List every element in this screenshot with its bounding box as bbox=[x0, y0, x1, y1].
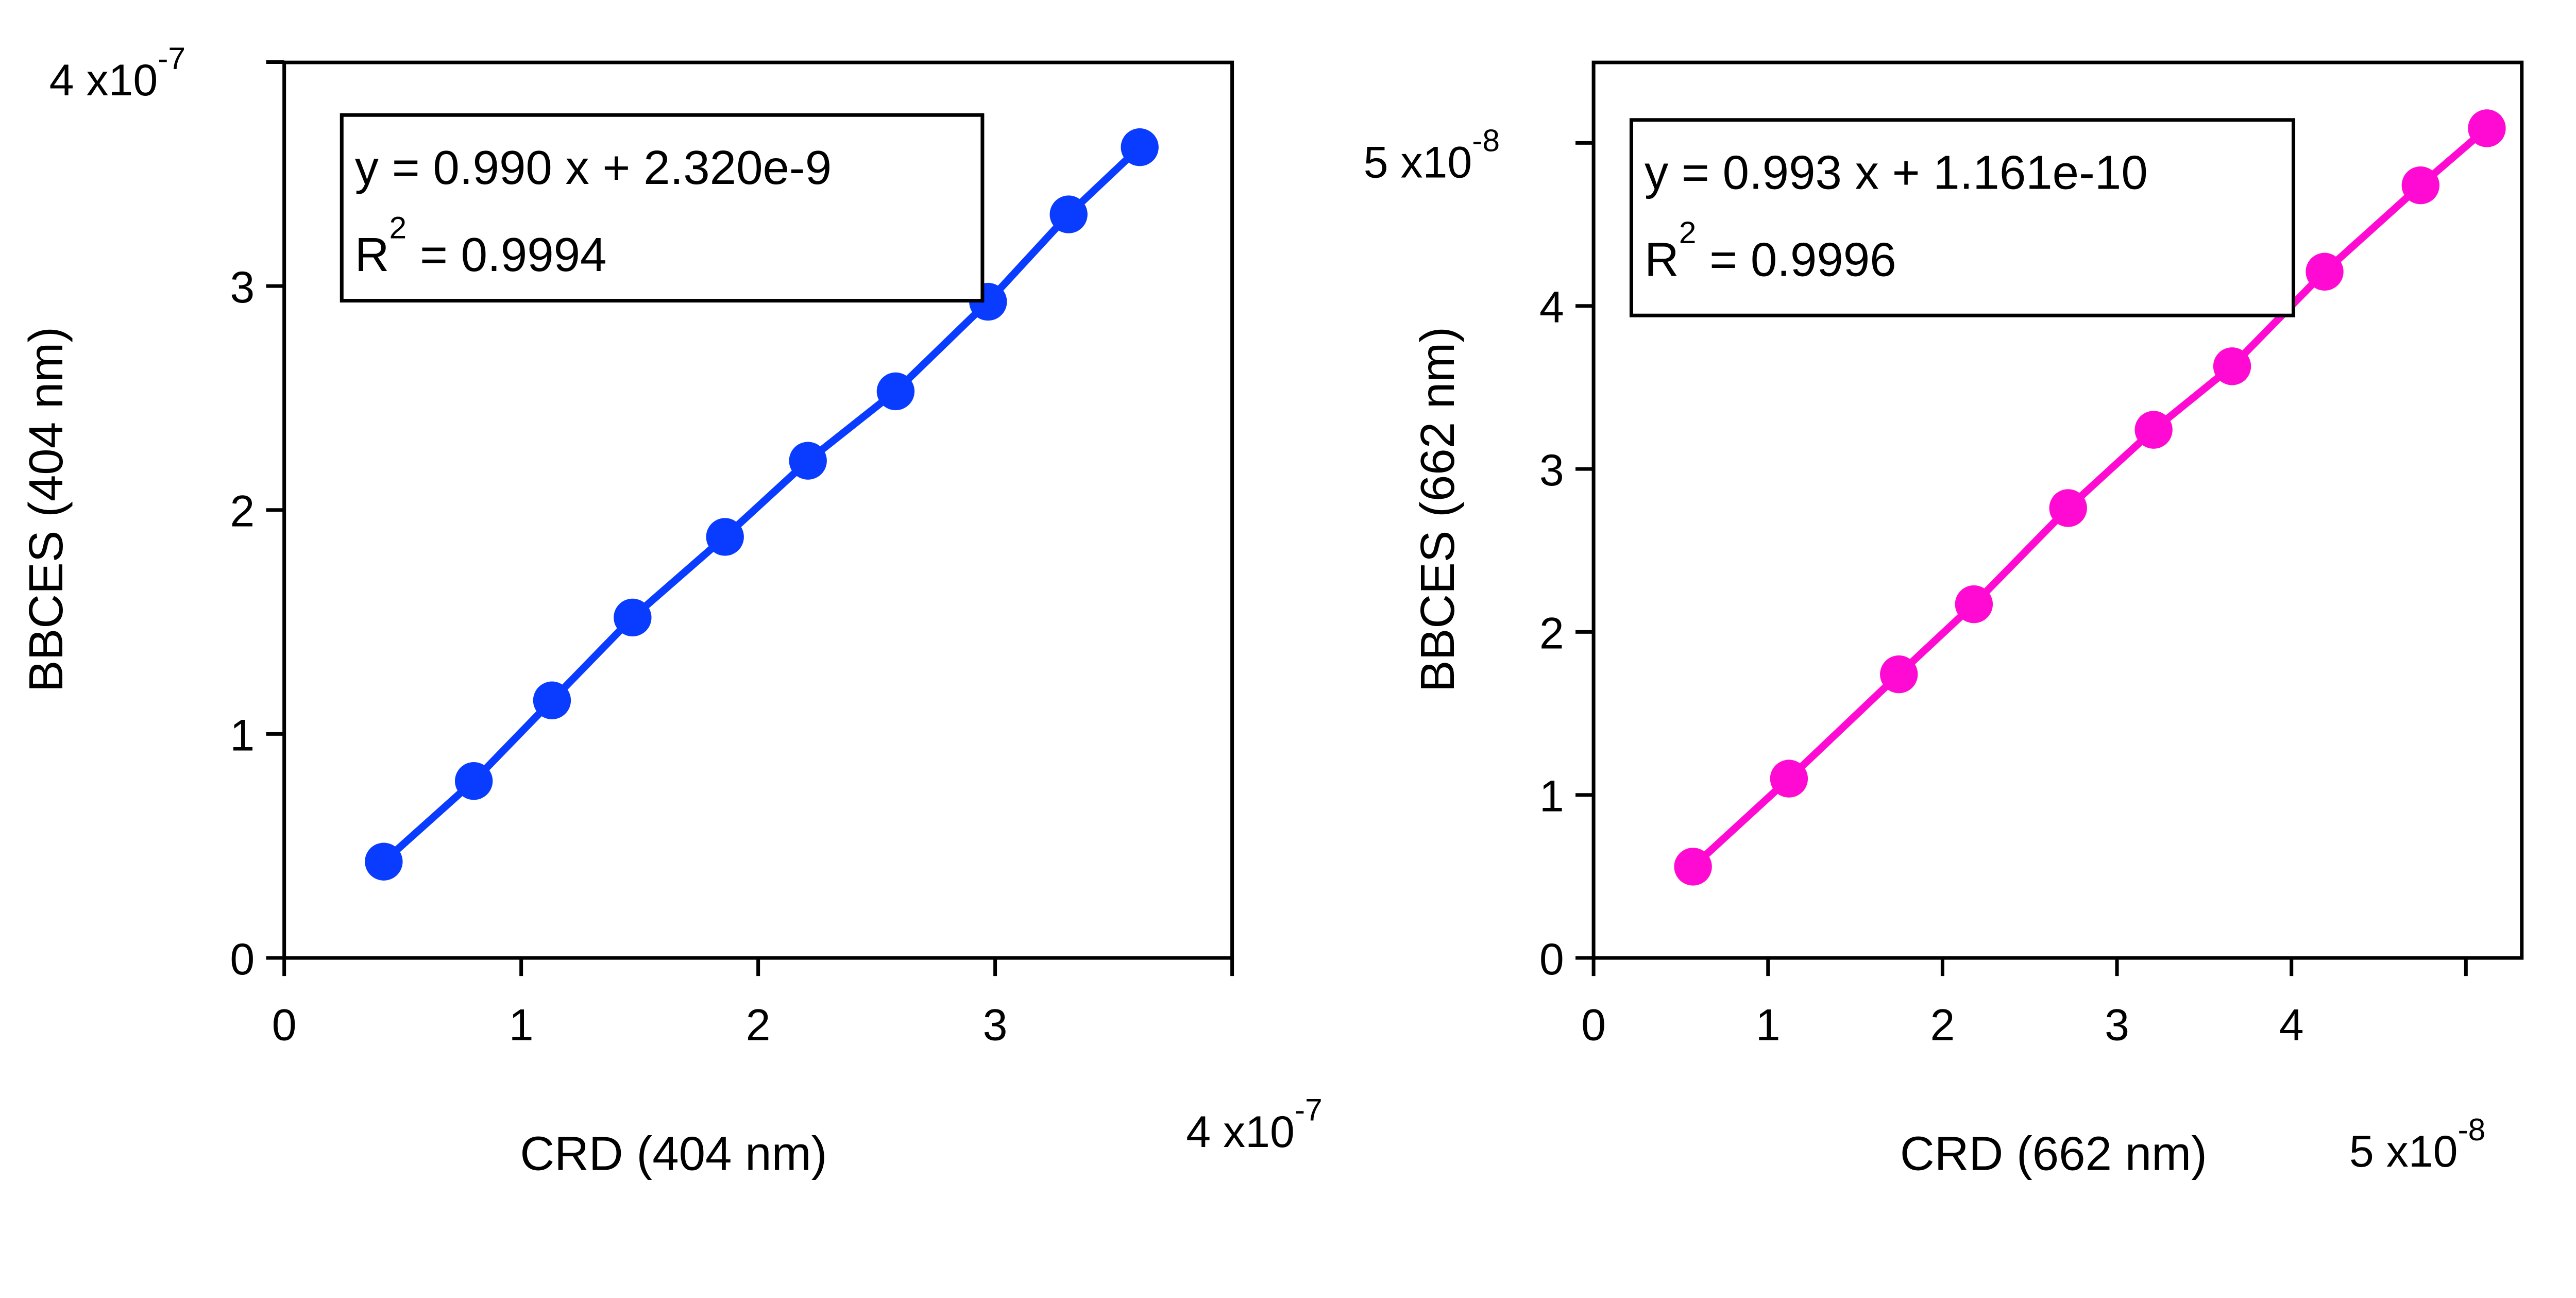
multiplier-base: 5 x10 bbox=[2349, 1127, 2458, 1176]
multiplier-exponent: -7 bbox=[1295, 1092, 1323, 1127]
x-axis-multiplier: 4 x10-7 bbox=[1186, 1092, 1322, 1157]
multiplier-exponent: -8 bbox=[2458, 1112, 2486, 1147]
y-tick-label: 4 bbox=[1539, 283, 1564, 332]
data-point bbox=[533, 681, 571, 719]
fit-annotation: y = 0.993 x + 1.161e-10 R2 = 0.9996 bbox=[1629, 118, 2296, 317]
fit-equation: y = 0.990 x + 2.320e-9 bbox=[355, 141, 832, 194]
y-axis-multiplier: 5 x10-8 bbox=[1364, 123, 1500, 187]
y-tick-label: 0 bbox=[1539, 935, 1564, 984]
multiplier-base: 4 x10 bbox=[49, 56, 158, 105]
data-point bbox=[2213, 347, 2251, 385]
data-point bbox=[876, 372, 915, 411]
x-tick-label: 3 bbox=[983, 1000, 1008, 1050]
fit-annotation: y = 0.990 x + 2.320e-9 R2 = 0.9994 bbox=[340, 113, 985, 303]
fit-equation: y = 0.993 x + 1.161e-10 bbox=[1645, 146, 2148, 199]
annotation-box bbox=[1629, 118, 2296, 317]
x-tick-label: 0 bbox=[272, 1000, 297, 1050]
y-tick-label: 1 bbox=[1539, 772, 1564, 821]
y-axis-multiplier: 4 x10-7 bbox=[49, 41, 185, 105]
annotation-box bbox=[340, 113, 985, 303]
x-tick-label: 2 bbox=[1930, 1000, 1955, 1050]
series-line bbox=[1690, 125, 2489, 870]
data-point bbox=[454, 762, 493, 800]
r-exponent: 2 bbox=[1679, 215, 1697, 250]
multiplier-exponent: -8 bbox=[1472, 123, 1500, 158]
r-label: R bbox=[1645, 233, 1679, 286]
r-squared: R2 = 0.9994 bbox=[355, 210, 607, 281]
x-tick-label: 0 bbox=[1581, 1000, 1606, 1050]
x-tick-label: 4 bbox=[2279, 1000, 2304, 1050]
r-value: = 0.9994 bbox=[406, 228, 606, 281]
data-point bbox=[1121, 128, 1159, 166]
x-tick-label: 2 bbox=[746, 1000, 771, 1050]
x-axis-label: CRD (662 nm) bbox=[1900, 1126, 2207, 1180]
data-point bbox=[2401, 166, 2439, 205]
multiplier-exponent: -7 bbox=[158, 41, 185, 76]
plot-frame bbox=[1591, 60, 2524, 960]
data-point bbox=[2049, 489, 2087, 527]
data-point bbox=[1049, 195, 1088, 233]
y-tick-label: 3 bbox=[230, 263, 255, 312]
data-point bbox=[1880, 655, 1918, 694]
r-exponent: 2 bbox=[389, 210, 407, 245]
x-tick-label: 3 bbox=[2105, 1000, 2129, 1050]
x-tick-label: 1 bbox=[1756, 1000, 1781, 1050]
multiplier-base: 5 x10 bbox=[1364, 138, 1472, 187]
data-point bbox=[1770, 760, 1808, 798]
y-tick-label: 3 bbox=[1539, 446, 1564, 495]
y-tick-label: 2 bbox=[230, 487, 255, 536]
data-point bbox=[365, 842, 403, 881]
y-tick-label: 1 bbox=[230, 711, 255, 760]
x-axis-label: CRD (404 nm) bbox=[520, 1126, 827, 1180]
data-point bbox=[1674, 848, 1712, 886]
data-point bbox=[2468, 109, 2506, 147]
data-point bbox=[789, 442, 827, 480]
multiplier-base: 4 x10 bbox=[1186, 1107, 1295, 1157]
data-point bbox=[614, 598, 652, 637]
r-value: = 0.9996 bbox=[1696, 233, 1896, 286]
r-squared: R2 = 0.9996 bbox=[1645, 215, 1896, 286]
r-label: R bbox=[355, 228, 389, 281]
x-axis-multiplier: 5 x10-8 bbox=[2349, 1112, 2485, 1176]
y-axis-label: BBCES (404 nm) bbox=[19, 327, 73, 692]
y-tick-label: 2 bbox=[1539, 609, 1564, 658]
x-tick-label: 1 bbox=[509, 1000, 534, 1050]
y-axis-label: BBCES (662 nm) bbox=[1411, 327, 1464, 692]
series-line bbox=[381, 144, 1143, 865]
data-point bbox=[2306, 252, 2344, 291]
y-tick-label: 0 bbox=[230, 935, 255, 984]
data-point bbox=[706, 518, 744, 556]
data-point bbox=[2134, 411, 2173, 449]
data-point bbox=[1955, 585, 1993, 623]
